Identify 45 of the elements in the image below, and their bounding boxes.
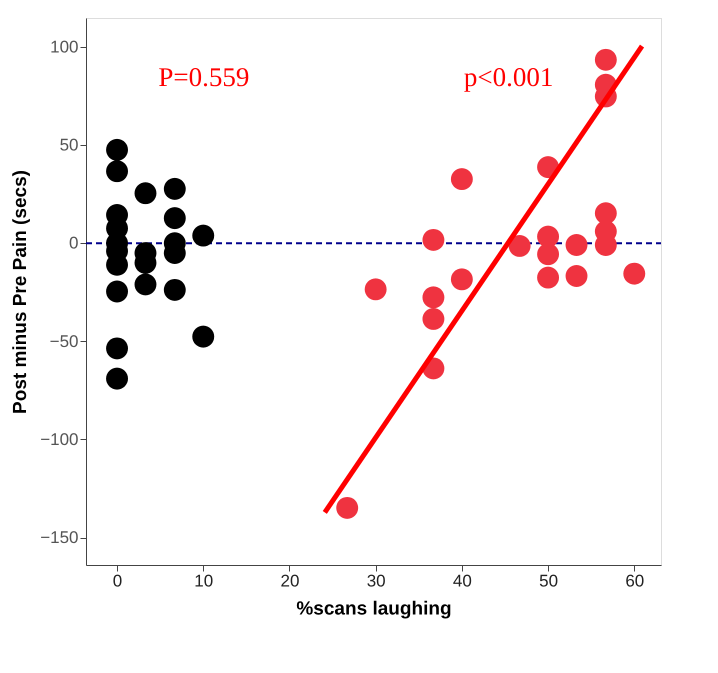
y-tick-label: −100 <box>40 430 78 449</box>
point <box>566 234 588 256</box>
point <box>192 326 214 348</box>
x-tick-label: 50 <box>539 572 558 590</box>
point <box>106 337 128 360</box>
point <box>106 280 128 302</box>
point <box>422 228 444 251</box>
point <box>164 279 186 301</box>
point <box>623 262 646 285</box>
point <box>537 226 560 248</box>
y-tick-label: 0 <box>69 234 78 253</box>
point <box>450 168 473 190</box>
point <box>106 138 128 161</box>
point <box>106 160 128 182</box>
x-tick-label: 10 <box>194 572 214 590</box>
point <box>164 178 186 200</box>
x-tick-label: 20 <box>280 572 300 590</box>
y-tick-label: 100 <box>50 38 78 57</box>
point <box>336 496 358 519</box>
point <box>537 243 560 266</box>
point <box>594 48 617 71</box>
x-tick-label: 0 <box>112 572 122 590</box>
point <box>422 308 444 330</box>
point <box>566 265 588 287</box>
x-tick-label: 60 <box>625 572 644 590</box>
point <box>106 368 128 390</box>
point <box>134 274 156 296</box>
x-axis-title: %scans laughing <box>296 598 452 620</box>
point <box>192 224 214 247</box>
point <box>422 286 444 308</box>
point <box>537 266 560 288</box>
point <box>134 182 156 204</box>
point <box>594 202 617 224</box>
point <box>364 278 387 300</box>
y-tick-label: −50 <box>50 332 78 351</box>
y-tick-label: −150 <box>40 528 78 548</box>
annotation: p<0.001 <box>464 62 554 92</box>
annotation: P=0.559 <box>158 62 250 92</box>
point <box>508 235 531 257</box>
y-axis-title: Post minus Pre Pain (secs) <box>10 170 32 414</box>
x-tick-label: 30 <box>366 572 386 590</box>
point <box>164 207 186 230</box>
x-tick-label: 40 <box>452 572 472 590</box>
y-tick-label: 50 <box>60 136 78 155</box>
point <box>450 268 473 290</box>
